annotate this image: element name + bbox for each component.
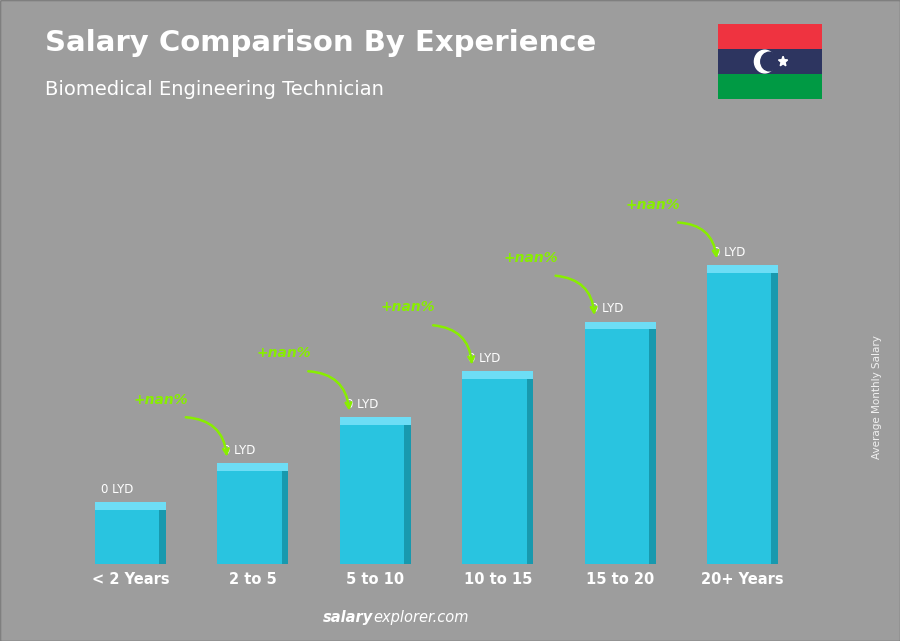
- Bar: [159, 502, 166, 564]
- Text: +nan%: +nan%: [381, 301, 436, 315]
- Bar: [94, 502, 166, 510]
- Text: 0 LYD: 0 LYD: [590, 302, 623, 315]
- Text: salary: salary: [323, 610, 373, 625]
- Bar: [718, 74, 822, 99]
- Text: +nan%: +nan%: [256, 347, 310, 360]
- Text: 0 LYD: 0 LYD: [223, 444, 256, 457]
- Bar: [282, 463, 288, 564]
- Bar: [585, 322, 656, 329]
- Text: explorer.com: explorer.com: [374, 610, 469, 625]
- Text: +nan%: +nan%: [134, 392, 188, 406]
- Text: 0 LYD: 0 LYD: [468, 352, 500, 365]
- Text: +nan%: +nan%: [503, 251, 558, 265]
- Text: 0 LYD: 0 LYD: [714, 246, 745, 258]
- Bar: [718, 49, 822, 74]
- Circle shape: [760, 52, 778, 71]
- Text: +nan%: +nan%: [626, 198, 680, 212]
- Bar: [463, 371, 533, 564]
- Bar: [649, 322, 656, 564]
- Bar: [463, 371, 533, 379]
- Text: Average Monthly Salary: Average Monthly Salary: [872, 335, 883, 460]
- Bar: [526, 371, 533, 564]
- Bar: [94, 502, 166, 564]
- Bar: [585, 322, 656, 564]
- Bar: [707, 265, 778, 272]
- Bar: [217, 463, 288, 564]
- Text: 0 LYD: 0 LYD: [346, 398, 378, 411]
- Text: Biomedical Engineering Technician: Biomedical Engineering Technician: [45, 80, 384, 99]
- Bar: [718, 24, 822, 49]
- Bar: [707, 265, 778, 564]
- Text: 0 LYD: 0 LYD: [101, 483, 133, 495]
- Bar: [340, 417, 410, 425]
- Text: Salary Comparison By Experience: Salary Comparison By Experience: [45, 29, 596, 57]
- Bar: [404, 417, 410, 564]
- Bar: [340, 417, 410, 564]
- Bar: [217, 463, 288, 471]
- Polygon shape: [778, 56, 788, 66]
- Circle shape: [754, 50, 775, 73]
- Bar: [771, 265, 778, 564]
